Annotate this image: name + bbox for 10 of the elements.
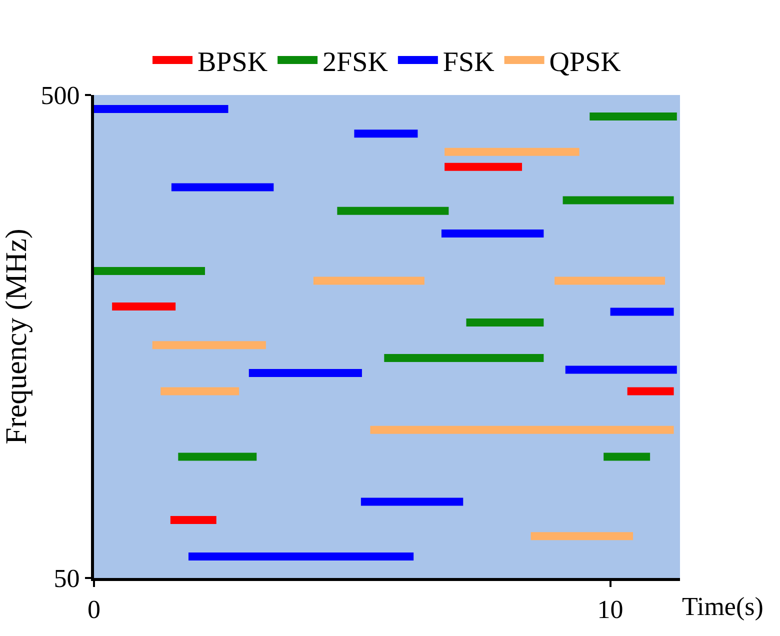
- legend-label: FSK: [442, 46, 494, 78]
- legend-label: QPSK: [549, 46, 621, 78]
- legend-label: BPSK: [198, 46, 268, 78]
- x-axis-title: Time(s): [682, 592, 764, 621]
- legend-label: 2FSK: [322, 46, 388, 78]
- x-tick-label: 10: [597, 595, 624, 624]
- y-tick-label: 50: [54, 564, 80, 594]
- x-tick-label: 0: [88, 595, 100, 624]
- y-axis-title: Frequency (MHz): [0, 228, 33, 444]
- y-tick-label: 500: [40, 81, 80, 110]
